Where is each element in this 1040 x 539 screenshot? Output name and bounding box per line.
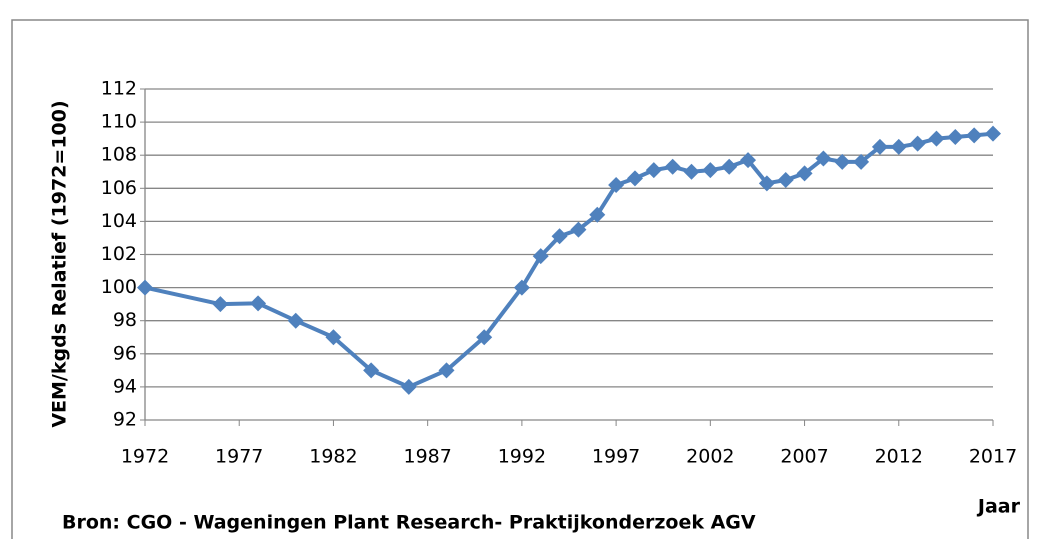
y-tick-label: 92 — [113, 409, 137, 431]
marker — [212, 296, 229, 313]
x-tick-label: 1997 — [592, 446, 640, 468]
y-tick-label: 102 — [101, 243, 137, 265]
y-tick-label: 108 — [101, 144, 137, 166]
marker — [400, 378, 417, 395]
marker — [758, 175, 775, 192]
y-tick-label: 98 — [113, 309, 137, 331]
marker — [947, 128, 964, 145]
marker — [608, 176, 625, 193]
marker — [721, 158, 738, 175]
y-tick-label: 110 — [101, 111, 137, 133]
y-axis-label: VEM/kgds Relatief (1972=100) — [49, 100, 71, 427]
x-tick-label: 1982 — [309, 446, 357, 468]
marker — [928, 130, 945, 147]
marker — [645, 162, 662, 179]
source: Bron: CGO - Wageningen Plant Research- P… — [62, 512, 756, 534]
y-tick-label: 104 — [101, 210, 137, 232]
marker — [664, 158, 681, 175]
x-tick-label: 2017 — [969, 446, 1017, 468]
marker — [909, 135, 926, 152]
marker — [871, 138, 888, 155]
marker — [476, 329, 493, 346]
marker — [985, 125, 1001, 142]
x-tick-label: 2007 — [780, 446, 828, 468]
marker — [589, 206, 606, 223]
x-tick-label: 1987 — [403, 446, 451, 468]
marker — [702, 162, 719, 179]
marker — [683, 163, 700, 180]
marker — [815, 150, 832, 167]
marker — [363, 362, 380, 379]
marker — [777, 172, 794, 189]
marker — [513, 279, 530, 296]
x-tick-label: 2002 — [686, 446, 734, 468]
x-tick-label: 2012 — [875, 446, 923, 468]
y-tick-label: 106 — [101, 177, 137, 199]
y-tick-label: 94 — [113, 375, 137, 397]
marker — [834, 153, 851, 170]
marker — [137, 279, 153, 296]
x-tick-label: 1972 — [121, 446, 169, 468]
marker — [532, 248, 549, 265]
marker — [438, 362, 455, 379]
marker — [626, 170, 643, 187]
chart-frame — [11, 19, 1029, 539]
x-tick-label: 1992 — [498, 446, 546, 468]
marker — [890, 138, 907, 155]
marker — [287, 312, 304, 329]
y-tick-label: 112 — [101, 78, 137, 100]
y-tick-label: 100 — [101, 276, 137, 298]
marker — [853, 153, 870, 170]
marker — [250, 295, 267, 312]
marker — [551, 228, 568, 245]
marker — [325, 329, 342, 346]
y-tick-label: 96 — [113, 342, 137, 364]
x-tick-label: 1977 — [215, 446, 263, 468]
marker — [740, 152, 757, 169]
marker — [796, 165, 813, 182]
marker — [570, 221, 587, 238]
x-axis-label: Jaar — [976, 496, 1021, 518]
marker — [966, 127, 983, 144]
